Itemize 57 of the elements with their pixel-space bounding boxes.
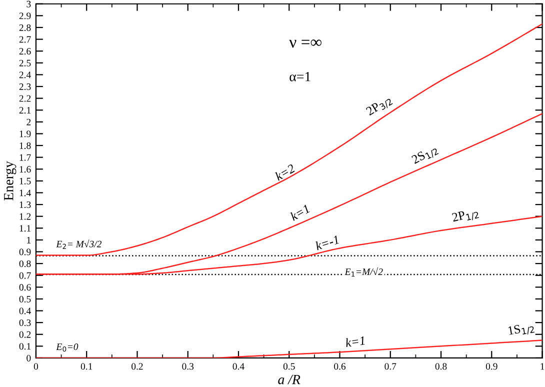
y-tick-label: 0.6 <box>19 284 31 291</box>
x-tick-label: 0.4 <box>232 363 244 370</box>
annotation: E$_{1}$=M/√2 <box>344 267 383 277</box>
y-tick-label: 2.3 <box>19 83 31 90</box>
y-axis-title: Energy <box>4 161 16 200</box>
x-tick-label: 0.6 <box>334 363 346 370</box>
y-tick-label: 0 <box>26 354 31 362</box>
x-tick-label: 0.9 <box>486 363 498 370</box>
y-tick-label: 0.5 <box>19 296 31 302</box>
x-tick-label: 0.2 <box>132 363 143 370</box>
y-tick-label: 2.9 <box>19 12 31 20</box>
y-tick-label: 2 <box>26 118 31 126</box>
x-tick-label: 0.1 <box>80 363 92 370</box>
annotation: ν =∞ <box>289 40 322 48</box>
annotation: k=1 <box>289 204 310 221</box>
y-tick-label: 1.5 <box>20 178 31 184</box>
y-tick-label: 2.7 <box>19 36 31 43</box>
y-tick-label: 0.7 <box>19 272 31 279</box>
y-tick-label: 1.4 <box>20 190 31 196</box>
y-tick-label: 1.6 <box>20 166 31 173</box>
y-tick-label: 0.1 <box>19 343 31 350</box>
y-tick-label: 1.8 <box>20 142 31 150</box>
x-axis-title: a /R <box>278 374 300 384</box>
y-tick-label: 1.9 <box>20 130 31 138</box>
annotation: 2S$_{1/2}$ <box>411 144 440 166</box>
y-tick-label: 1.2 <box>20 213 31 220</box>
annotation: E$_{2}$= M√3/2 <box>56 240 102 249</box>
y-tick-label: 1 <box>27 236 31 244</box>
y-tick-label: 1.7 <box>20 154 31 161</box>
x-tick-label: 1 <box>540 363 544 370</box>
annotation: 1S$_{1/2}$ <box>508 322 535 338</box>
x-tick-label: 0.3 <box>182 363 194 370</box>
annotation: k=-1 <box>314 235 340 250</box>
y-tick-label: 0.8 <box>19 260 31 268</box>
y-tick-label: 2.5 <box>19 60 31 66</box>
annotation: 2P$_{1/2}$ <box>452 208 480 224</box>
annotation: k=2 <box>274 163 296 181</box>
y-tick-label: 0.3 <box>19 319 31 326</box>
x-tick-label: 0.5 <box>283 363 295 370</box>
x-tick-label: 0.8 <box>435 363 447 370</box>
x-tick-label: 0.7 <box>384 363 396 370</box>
y-tick-label: 2.8 <box>19 24 31 31</box>
y-tick-label: 1.3 <box>20 201 31 208</box>
y-tick-label: 0.4 <box>19 308 31 314</box>
annotation: α=1 <box>290 72 310 82</box>
y-tick-label: 0.2 <box>19 331 31 338</box>
y-tick-label: 0.9 <box>19 248 31 256</box>
y-tick-label: 3 <box>26 0 31 8</box>
annotation: k=1 <box>345 336 365 348</box>
y-tick-label: 2.4 <box>19 72 31 78</box>
annotation: E$_{0}$=0 <box>56 343 78 352</box>
y-tick-label: 2.1 <box>19 107 31 114</box>
y-tick-label: 1.1 <box>20 225 31 232</box>
x-tick-label: 0 <box>34 363 38 370</box>
y-tick-label: 2.6 <box>19 48 31 55</box>
y-tick-label: 2.2 <box>19 95 31 102</box>
annotation: 2P$_{3/2}$ <box>366 94 394 118</box>
